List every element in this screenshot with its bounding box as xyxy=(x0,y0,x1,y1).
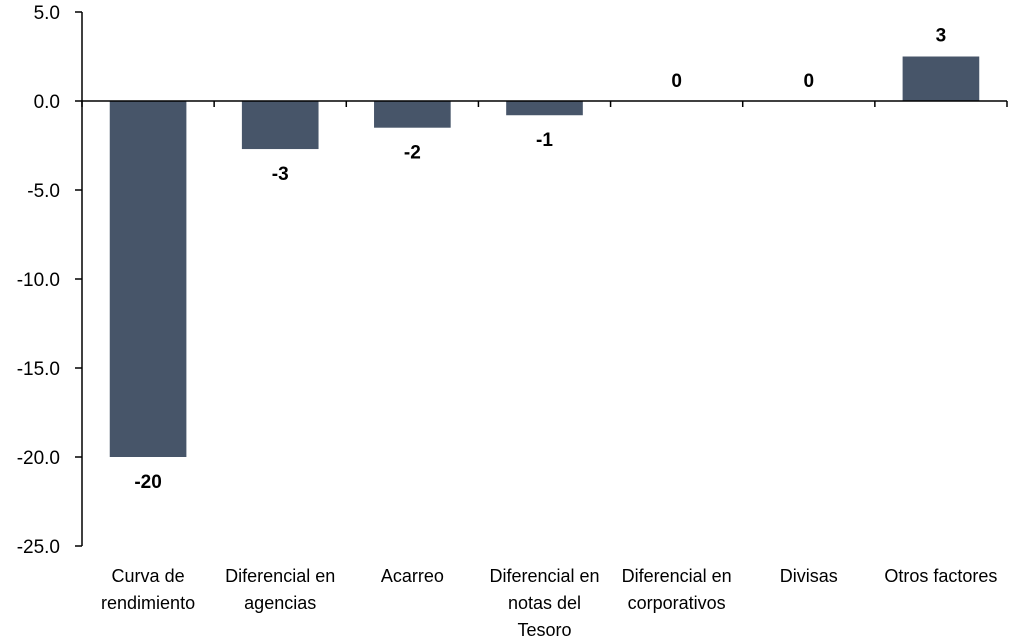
y-tick-label: 5.0 xyxy=(34,3,60,24)
data-label: 0 xyxy=(671,71,682,92)
data-label: -3 xyxy=(272,164,289,185)
y-tick-label: -5.0 xyxy=(27,181,60,202)
category-label-line: Diferencial en xyxy=(489,566,599,586)
category-label: Diferencial en agencias xyxy=(225,566,335,613)
category-label-line: corporativos xyxy=(628,593,726,613)
category-label-line: Divisas xyxy=(780,566,838,586)
category-label-line: rendimiento xyxy=(101,593,195,613)
category-label-line: Diferencial en xyxy=(622,566,732,586)
x-axis xyxy=(81,100,1008,107)
category-label: Diferencial en notas del Tesoro xyxy=(489,566,599,638)
category-label-line: agencias xyxy=(244,593,316,613)
bars xyxy=(109,56,980,457)
category-label-line: Acarreo xyxy=(381,566,444,586)
category-label-line: notas del xyxy=(508,593,581,613)
y-tick-label: -25.0 xyxy=(17,537,60,558)
data-label: -20 xyxy=(134,472,161,493)
data-label: 0 xyxy=(803,71,814,92)
category-label-line: Diferencial en xyxy=(225,566,335,586)
y-tick-label: 0.0 xyxy=(34,92,60,113)
data-labels: -20 -3 -2 -1 0 0 3 xyxy=(134,26,946,494)
bar xyxy=(506,101,583,116)
y-tick-label: -10.0 xyxy=(17,270,60,291)
category-label: Acarreo xyxy=(381,566,444,586)
category-labels: Curva de rendimiento Diferencial en agencia… xyxy=(101,566,997,638)
bar xyxy=(902,56,980,101)
y-axis: 5.0 0.0 -5.0 -10.0 -15.0 -20.0 -25.0 xyxy=(17,3,83,558)
category-label: Diferencial en corporativos xyxy=(622,566,732,613)
bar xyxy=(374,101,451,128)
data-label: -1 xyxy=(536,130,553,151)
category-label: Otros factores xyxy=(884,566,997,586)
data-label: -2 xyxy=(404,143,421,164)
bar xyxy=(109,101,187,457)
bar xyxy=(241,101,319,150)
category-label: Curva de rendimiento xyxy=(101,566,195,613)
y-tick-label: -20.0 xyxy=(17,448,60,469)
category-label-line: Otros factores xyxy=(884,566,997,586)
category-label-line: Tesoro xyxy=(517,620,571,638)
data-label: 3 xyxy=(936,26,947,47)
y-tick-label: -15.0 xyxy=(17,359,60,380)
category-label: Divisas xyxy=(780,566,838,586)
category-label-line: Curva de xyxy=(112,566,185,586)
